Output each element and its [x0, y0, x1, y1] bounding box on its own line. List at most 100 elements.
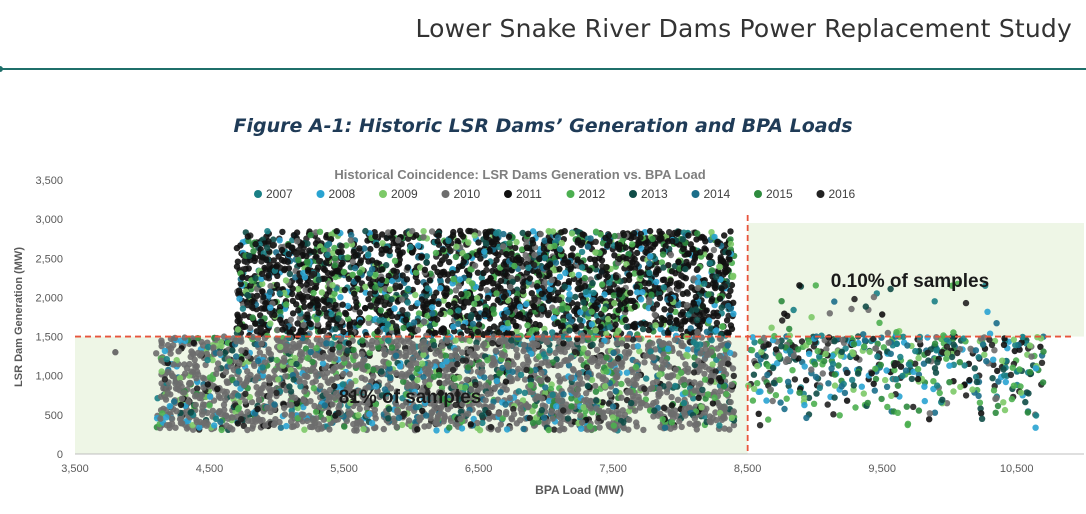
- data-point-main-low: [545, 426, 552, 434]
- data-point-main-high: [578, 248, 586, 256]
- data-point-main-high: [344, 254, 351, 261]
- data-point-main-high: [519, 288, 527, 295]
- data-point-main-low: [691, 379, 698, 386]
- data-point-main-high: [413, 232, 420, 239]
- data-point-main-low: [356, 405, 363, 413]
- data-point-main-low: [446, 424, 453, 431]
- data-point-main-high: [362, 304, 369, 312]
- data-point-main-low: [212, 415, 220, 422]
- data-point-main-high: [657, 321, 664, 328]
- data-point-main-high: [234, 313, 242, 320]
- data-point-main-low: [310, 385, 318, 392]
- data-point-main-low: [506, 394, 513, 402]
- data-point-main-low: [671, 382, 679, 390]
- data-point-main-high: [669, 238, 676, 245]
- data-point-main-high: [460, 323, 467, 330]
- data-point-main-low: [394, 409, 401, 416]
- data-point-main-low: [698, 362, 706, 369]
- data-point-main-low: [659, 416, 666, 423]
- data-point-main-high: [464, 327, 471, 334]
- data-point-main-high: [373, 241, 380, 249]
- data-point-main-high: [300, 269, 307, 277]
- data-point-main-high: [267, 304, 274, 311]
- data-point-main-high: [706, 260, 714, 267]
- data-point-main-high: [717, 256, 724, 263]
- data-point-main-high: [239, 305, 247, 312]
- data-point-main-high: [727, 228, 734, 235]
- data-point-main-high: [493, 230, 500, 237]
- data-point-main-high: [365, 319, 372, 326]
- data-point-main-low: [371, 406, 379, 414]
- data-point-main-high: [578, 264, 586, 271]
- data-point-main-high: [392, 282, 399, 289]
- data-point-main-high: [388, 296, 395, 303]
- data-point-main-high: [518, 246, 526, 253]
- data-point-main-high: [667, 277, 674, 284]
- data-point-main-high: [347, 237, 354, 244]
- data-point-main-high: [707, 252, 714, 259]
- legend-label-2008: 2008: [329, 187, 356, 201]
- data-point-main-low: [482, 397, 489, 404]
- data-point-main-low: [223, 378, 230, 385]
- data-point-main-high: [504, 309, 511, 316]
- data-point-main-high: [475, 239, 482, 246]
- data-point-main-high: [335, 315, 342, 322]
- data-point-main-low: [671, 336, 679, 343]
- data-point-main-high: [399, 307, 406, 314]
- data-point-main-high: [546, 293, 553, 300]
- data-point-main-high: [610, 292, 617, 299]
- data-point-main-low: [270, 406, 278, 413]
- data-point-main-low: [447, 417, 455, 425]
- data-point-main-low: [548, 408, 555, 416]
- data-point-main-high: [324, 251, 331, 258]
- data-point-main-high: [556, 273, 564, 280]
- data-point-main-low: [545, 397, 553, 405]
- data-point-main-high: [296, 277, 304, 285]
- data-point-main-low: [701, 355, 709, 363]
- data-point-main-low: [372, 401, 379, 408]
- data-point-main-high: [696, 322, 703, 330]
- data-point-main-low: [406, 362, 414, 369]
- legend-marker-2007: [254, 190, 262, 198]
- data-point-main-low: [157, 415, 164, 422]
- data-point-main-high: [719, 323, 726, 330]
- data-point-main-low: [388, 344, 396, 351]
- data-point-main-high: [352, 264, 359, 272]
- data-point-main-high: [287, 316, 294, 323]
- data-point-main-low: [625, 380, 633, 387]
- data-point-main-high: [642, 320, 649, 328]
- data-point-main-low: [650, 413, 657, 420]
- figure-caption: Figure A-1: Historic LSR Dams’ Generatio…: [233, 115, 853, 137]
- data-point-main-low: [312, 408, 320, 415]
- data-point-main-low: [592, 382, 599, 390]
- data-point-main-high: [540, 245, 548, 252]
- data-point-main-high: [464, 298, 471, 306]
- data-point-main-high: [495, 283, 502, 290]
- data-point-main-high: [385, 272, 392, 280]
- data-point-main-high: [483, 286, 490, 294]
- data-point-main-low: [186, 360, 193, 368]
- data-point-main-high: [270, 236, 277, 243]
- data-point-main-high: [541, 325, 548, 333]
- data-point-main-high: [649, 243, 657, 250]
- data-point-main-low: [176, 415, 184, 423]
- data-point-main-low: [360, 357, 367, 364]
- data-point-main-low: [652, 364, 660, 371]
- data-point-main-low: [431, 400, 438, 408]
- data-point-main-low: [479, 361, 486, 368]
- data-point-main-low: [726, 349, 734, 357]
- data-point-main-low: [326, 426, 333, 433]
- data-point-main-high: [270, 257, 277, 264]
- data-point-main-high: [453, 313, 460, 320]
- data-point-main-low: [419, 360, 426, 367]
- data-point-main-high: [289, 310, 297, 317]
- data-point-main-low: [251, 362, 258, 369]
- data-point-main-high: [466, 271, 473, 278]
- data-point-main-low: [227, 363, 235, 370]
- data-point-main-low: [317, 382, 324, 390]
- data-point-main-low: [375, 344, 382, 351]
- data-point-main-high: [353, 303, 360, 311]
- data-point-main-high: [637, 320, 645, 327]
- x-axis-title: BPA Load (MW): [535, 483, 624, 497]
- data-point-main-high: [294, 320, 301, 327]
